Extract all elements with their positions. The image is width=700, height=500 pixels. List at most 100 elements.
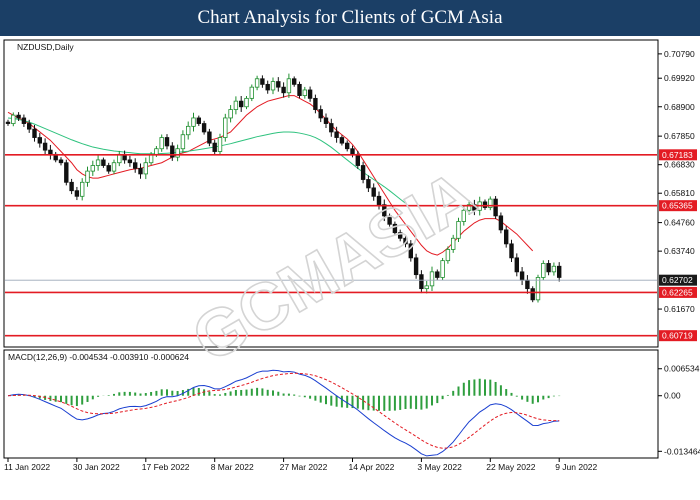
symbol-label: NZDUSD,Daily	[17, 42, 74, 52]
candle-body	[244, 97, 249, 108]
candle-body	[355, 153, 360, 166]
macd-line	[7, 369, 560, 457]
candle-body	[334, 131, 339, 138]
candle-body	[95, 159, 101, 166]
candle-body	[535, 277, 541, 301]
x-tick-label: 17 Feb 2022	[142, 462, 190, 472]
candle-body	[435, 271, 440, 278]
candle-body	[21, 117, 27, 124]
candle-body	[11, 114, 16, 124]
candle-body	[403, 237, 408, 245]
candle-body	[254, 78, 260, 88]
candle-body	[318, 109, 323, 119]
candle-body	[445, 249, 451, 262]
macd-tick-label: 0.006534	[664, 364, 700, 374]
candle-body	[64, 162, 69, 183]
level-badge	[659, 149, 697, 161]
candle-body	[249, 86, 254, 99]
macd-tick-label: -0.013464	[664, 446, 700, 456]
candle-body	[175, 148, 180, 158]
candle-body	[509, 243, 514, 259]
candle-body	[138, 167, 143, 175]
x-tick-label: 22 May 2022	[486, 462, 535, 472]
candle-body	[132, 162, 138, 169]
candle-body	[90, 165, 95, 172]
candle-body	[143, 162, 148, 175]
candle-body	[461, 209, 466, 222]
candle-body	[302, 89, 307, 96]
candle-body	[546, 263, 551, 273]
candle-body	[541, 263, 546, 278]
candle-body	[228, 109, 233, 119]
candle-body	[450, 237, 456, 250]
candle-body	[482, 201, 488, 208]
candle-body	[329, 123, 334, 133]
candle-body	[307, 89, 313, 99]
candle-body	[154, 148, 159, 155]
macd-label: MACD(12,26,9) -0.004534 -0.003910 -0.000…	[8, 352, 189, 362]
candle-body	[339, 137, 345, 144]
price-tick-label: 0.64760	[664, 218, 695, 228]
candle-body	[323, 117, 329, 124]
candle-body	[366, 179, 371, 189]
candle-body	[313, 97, 318, 110]
macd-tick-label: 0.00	[664, 391, 681, 401]
candle-body	[58, 159, 64, 164]
candle-body	[276, 81, 281, 88]
x-tick-label: 3 May 2022	[417, 462, 462, 472]
level-badge	[659, 330, 697, 342]
price-tick-label: 0.69920	[664, 73, 695, 83]
candle-body	[164, 137, 170, 147]
level-label: 0.65365	[662, 201, 693, 211]
candle-body	[170, 145, 175, 158]
x-tick-label: 8 Mar 2022	[211, 462, 254, 472]
level-label: 0.67183	[662, 150, 693, 160]
current-price-label: 0.62702	[662, 275, 693, 285]
candle-body	[371, 187, 376, 197]
level-badge	[659, 200, 697, 212]
x-tick-label: 14 Apr 2022	[349, 462, 395, 472]
price-tick-label: 0.68900	[664, 102, 695, 112]
level-badge	[659, 286, 697, 298]
candle-body	[424, 285, 429, 290]
candle-body	[488, 198, 493, 208]
candle-body	[212, 142, 217, 152]
candle-body	[111, 162, 117, 172]
candle-body	[551, 265, 557, 273]
candle-body	[493, 198, 498, 217]
price-tick-label: 0.61670	[664, 304, 695, 314]
candle-body	[466, 204, 472, 211]
candle-body	[350, 148, 355, 155]
candle-body	[5, 121, 11, 124]
candle-body	[525, 279, 530, 290]
candle-body	[37, 137, 42, 144]
candle-body	[392, 223, 398, 234]
candle-body	[408, 243, 413, 259]
candle-body	[530, 288, 535, 301]
candle-body	[260, 78, 265, 85]
price-tick-label: 0.67850	[664, 131, 695, 141]
candle-body	[69, 181, 74, 192]
candle-body	[270, 81, 276, 91]
candle-body	[281, 86, 286, 94]
candle-body	[48, 149, 53, 155]
candle-body	[344, 142, 350, 150]
x-tick-label: 27 Mar 2022	[280, 462, 328, 472]
macd-pane	[3, 349, 659, 459]
level-label: 0.62265	[662, 287, 693, 297]
candle-body	[16, 114, 21, 119]
x-tick-label: 11 Jan 2022	[4, 462, 50, 472]
candle-body	[196, 117, 201, 124]
candle-body	[456, 221, 461, 239]
price-pane	[3, 39, 659, 348]
candle-body	[217, 137, 223, 152]
x-tick-label: 30 Jan 2022	[73, 462, 120, 472]
moving-average-line	[7, 95, 534, 256]
candle-body	[201, 123, 207, 133]
candle-body	[382, 204, 387, 217]
candle-body	[159, 137, 164, 150]
price-tick-label: 0.70790	[664, 49, 695, 59]
candle-body	[106, 165, 111, 172]
candle-body	[472, 204, 477, 211]
candle-body	[519, 271, 525, 281]
